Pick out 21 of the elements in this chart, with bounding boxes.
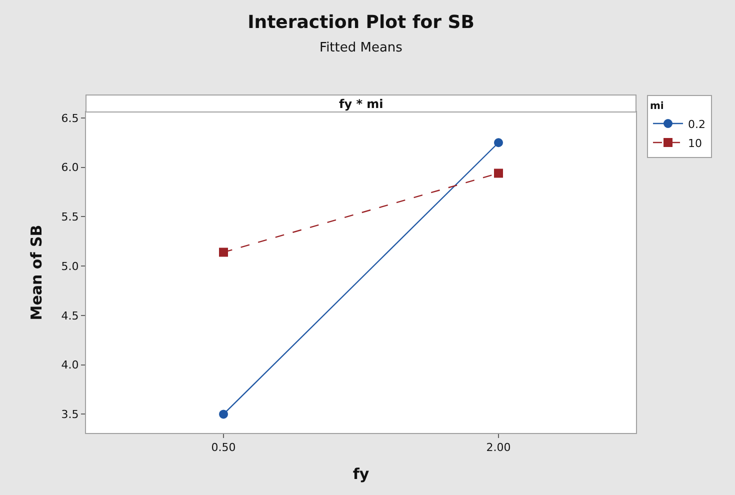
- y-tick-label: 5.5: [61, 210, 79, 224]
- legend-label: 0.2: [688, 118, 706, 131]
- x-tick-label: 0.50: [211, 441, 236, 454]
- point: [219, 410, 228, 419]
- point: [494, 168, 503, 178]
- y-tick-label: 4.0: [61, 358, 79, 372]
- y-tick-label: 5.0: [61, 260, 79, 273]
- y-tick-label: 3.5: [61, 408, 79, 422]
- chart-subtitle: Fitted Means: [320, 40, 403, 56]
- y-tick-label: 6.5: [61, 112, 79, 125]
- x-tick-label: 2.00: [486, 441, 511, 454]
- point: [219, 248, 228, 257]
- y-tick-label: 6.0: [61, 161, 79, 174]
- point: [494, 138, 503, 148]
- y-axis-title: Mean of SB: [28, 224, 46, 320]
- legend-title: mi: [650, 101, 664, 112]
- chart-title: Interaction Plot for SB: [248, 12, 474, 33]
- legend-label: 10: [688, 136, 702, 150]
- x-axis-title: fy: [352, 465, 370, 484]
- text: fy * mi: [339, 97, 384, 111]
- y-tick-label: 4.5: [61, 309, 79, 322]
